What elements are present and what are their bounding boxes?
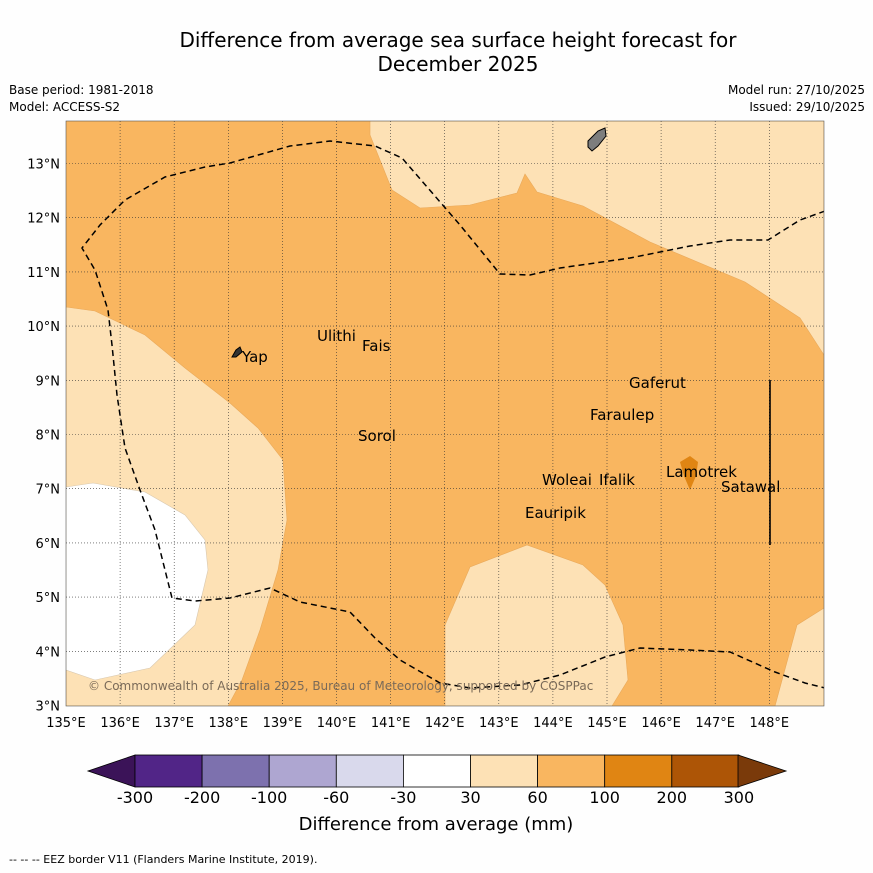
title-line-1: Difference from average sea surface heig… [179, 28, 737, 52]
anomaly-30-60-region-north [369, 121, 824, 356]
lon-tick-label: 148°E [750, 716, 790, 731]
lat-tick-label: 10°N [27, 320, 60, 335]
lon-tick-label: 146°E [641, 716, 681, 731]
colorbar-tick-label: -300 [117, 788, 153, 807]
model-run: Model run: 27/10/2025 [727, 83, 865, 97]
lat-tick-label: 4°N [36, 645, 61, 660]
colorbar-bin [335, 754, 404, 788]
eez-footnote: -- -- -- EEZ border V11 (Flanders Marine… [9, 853, 318, 866]
place-fais: Fais [362, 337, 391, 355]
colorbar-tick-label: 100 [589, 788, 620, 807]
colorbar-tick-label: -30 [390, 788, 416, 807]
lon-tick-label: 144°E [533, 716, 573, 731]
map-area: Yap Ulithi Fais Gaferut Faraulep Sorol L… [66, 121, 824, 706]
lon-tick-label: 135°E [46, 716, 86, 731]
place-lamotrek: Lamotrek [666, 463, 737, 481]
lon-tick-label: 138°E [209, 716, 249, 731]
lon-tick-label: 136°E [100, 716, 140, 731]
lon-tick-label: 140°E [317, 716, 357, 731]
lon-tick-label: 145°E [587, 716, 627, 731]
colorbar-tick-label: -60 [323, 788, 349, 807]
place-faraulep: Faraulep [590, 406, 654, 424]
colorbar-tick-label: -100 [251, 788, 287, 807]
colorbar-extend-low [86, 754, 136, 788]
eez-border [81, 140, 824, 689]
lon-tick-label: 139°E [263, 716, 303, 731]
title-line-2: December 2025 [377, 52, 539, 76]
lat-tick-label: 11°N [27, 266, 60, 281]
map-frame [65, 120, 825, 707]
colorbar-tick-label: 200 [657, 788, 688, 807]
colorbar-tick-label: -200 [184, 788, 220, 807]
lon-tick-label: 147°E [695, 716, 735, 731]
lat-tick-label: 6°N [36, 537, 61, 552]
colorbar-extend-high [737, 754, 788, 788]
colorbar-bin [268, 754, 337, 788]
place-ifalik: Ifalik [599, 471, 635, 489]
colorbar-bin [201, 754, 270, 788]
lat-tick-label: 8°N [36, 429, 61, 444]
guam-island [587, 127, 607, 152]
anomaly-30-60-region-southeast [774, 607, 824, 706]
place-yap: Yap [241, 348, 268, 366]
lon-tick-label: 142°E [425, 716, 465, 731]
map-credit: © Commonwealth of Australia 2025, Bureau… [88, 679, 593, 693]
issued-date: Issued: 29/10/2025 [749, 100, 865, 114]
anomaly-neutral-region [66, 482, 209, 681]
lat-tick-label: 13°N [27, 158, 60, 173]
lat-tick-label: 5°N [36, 591, 61, 606]
lon-tick-label: 143°E [479, 716, 519, 731]
lat-tick-label: 12°N [27, 212, 60, 227]
meta-right: Model run: 27/10/2025 Issued: 29/10/2025 [728, 82, 865, 116]
colorbar-bin [134, 754, 203, 788]
lon-tick-label: 141°E [371, 716, 411, 731]
model-name: Model: ACCESS-S2 [9, 100, 121, 114]
chart-title: Difference from average sea surface heig… [0, 28, 873, 76]
base-period: Base period: 1981-2018 [9, 83, 154, 97]
place-sorol: Sorol [358, 427, 396, 445]
colorbar: -300 -200 -100 -60 -30 30 60 100 200 300 Differen… [86, 754, 788, 835]
place-woleai: Woleai [542, 471, 592, 489]
lon-tick-label: 137°E [154, 716, 194, 731]
colorbar-tick-label: 60 [527, 788, 547, 807]
graticule [66, 121, 824, 706]
lat-tick-label: 9°N [36, 374, 61, 389]
place-ulithi: Ulithi [317, 327, 356, 345]
colorbar-bin [402, 754, 471, 788]
meta-left: Base period: 1981-2018 Model: ACCESS-S2 [9, 82, 154, 116]
colorbar-title: Difference from average (mm) [299, 814, 574, 835]
colorbar-bin [537, 754, 606, 788]
lat-tick-label: 7°N [36, 483, 61, 498]
longitude-labels: 135°E 136°E 137°E 138°E 139°E 140°E 141°E 142°E… [46, 716, 789, 731]
colorbar-tick-label: 300 [724, 788, 755, 807]
place-satawal: Satawal [721, 478, 780, 496]
anomaly-100-200-patch [680, 456, 698, 490]
place-eauripik: Eauripik [525, 504, 586, 522]
colorbar-bin [604, 754, 673, 788]
place-gaferut: Gaferut [629, 374, 686, 392]
colorbar-bin [470, 754, 538, 788]
yap-island [231, 346, 243, 358]
colorbar-bin [671, 754, 740, 788]
colorbar-tick-label: 30 [460, 788, 480, 807]
lat-tick-label: 3°N [36, 700, 61, 715]
latitude-labels: 13°N 12°N 11°N 10°N 9°N 8°N 7°N 6°N 5°N 4°N 3°N [27, 158, 60, 715]
